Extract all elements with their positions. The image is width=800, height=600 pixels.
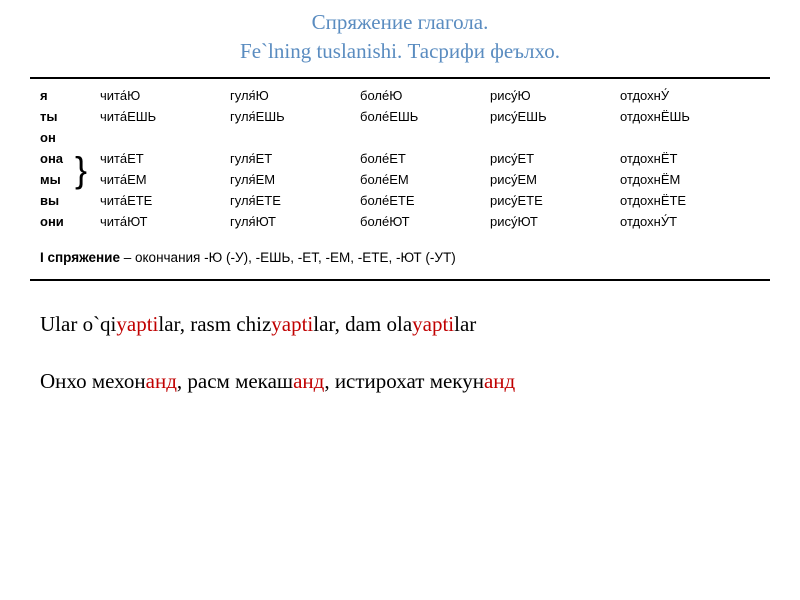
verb-cell: отдохнУ́ <box>620 88 750 103</box>
verb-cell: боле́ЮТ <box>360 214 490 229</box>
title-line-1: Спряжение глагола. <box>0 8 800 37</box>
table-row: мы чита́ЕМ гуля́ЕМ боле́ЕМ рису́ЕМ отдох… <box>40 169 760 190</box>
ex-text: Ular o`qi <box>40 312 116 336</box>
ex-highlight: yapti <box>271 312 313 336</box>
pronoun-cell: они <box>40 214 100 229</box>
verb-cell: боле́Ю <box>360 88 490 103</box>
verb-cell: рису́ЕТ <box>490 151 620 166</box>
verb-cell: рису́Ю <box>490 88 620 103</box>
verb-cell: рису́ЕМ <box>490 172 620 187</box>
pronoun-cell: она <box>40 151 100 166</box>
example-uzbek: Ular o`qiyaptilar, rasm chizyaptilar, da… <box>40 311 760 338</box>
verb-cell: боле́ЕТЕ <box>360 193 490 208</box>
ex-highlight: анд <box>293 369 324 393</box>
verb-cell: чита́ЮТ <box>100 214 230 229</box>
verb-cell: отдохнЁТЕ <box>620 193 750 208</box>
rule-label: I спряжение <box>40 250 120 265</box>
pronoun-cell: вы <box>40 193 100 208</box>
table-row: ты чита́ЕШЬ гуля́ЕШЬ боле́ЕШЬ рису́ЕШЬ о… <box>40 106 760 127</box>
verb-cell: рису́ЕШЬ <box>490 109 620 124</box>
pronoun-cell: ты <box>40 109 100 124</box>
ex-highlight: yapti <box>116 312 158 336</box>
verb-cell: гуля́ЕТЕ <box>230 193 360 208</box>
table-row: они чита́ЮТ гуля́ЮТ боле́ЮТ рису́ЮТ отдо… <box>40 211 760 232</box>
verb-cell: чита́ЕШЬ <box>100 109 230 124</box>
table-row: она чита́ЕТ гуля́ЕТ боле́ЕТ рису́ЕТ отдо… <box>40 148 760 169</box>
verb-cell: рису́ЮТ <box>490 214 620 229</box>
verb-cell: чита́ЕМ <box>100 172 230 187</box>
verb-cell: отдохнЁШЬ <box>620 109 750 124</box>
ex-text: lar, rasm chiz <box>158 312 271 336</box>
pronoun-cell: мы <box>40 172 100 187</box>
ex-text: lar <box>454 312 476 336</box>
verb-cell: отдохнЁТ <box>620 151 750 166</box>
pronoun-cell: он <box>40 130 100 145</box>
verb-cell: рису́ЕТЕ <box>490 193 620 208</box>
title-line-2: Fe`lning tuslanishi. Тасрифи феълхо. <box>0 37 800 66</box>
brace-icon: } <box>75 159 87 181</box>
ex-text: lar, dam ola <box>313 312 412 336</box>
ex-highlight: анд <box>484 369 515 393</box>
examples: Ular o`qiyaptilar, rasm chizyaptilar, da… <box>40 311 760 396</box>
divider-bottom <box>30 279 770 281</box>
conjugation-table: я чита́Ю гуля́Ю боле́Ю рису́Ю отдохнУ́ т… <box>40 85 760 232</box>
verb-cell: чита́ЕТЕ <box>100 193 230 208</box>
ex-text: Онхо мехон <box>40 369 146 393</box>
verb-cell: боле́ЕШЬ <box>360 109 490 124</box>
verb-cell: гуля́Ю <box>230 88 360 103</box>
conjugation-rule: I спряжение – окончания -Ю (-У), -ЕШЬ, -… <box>40 250 760 265</box>
verb-cell: боле́ЕМ <box>360 172 490 187</box>
divider-top <box>30 77 770 79</box>
ex-highlight: yapti <box>412 312 454 336</box>
header: Спряжение глагола. Fe`lning tuslanishi. … <box>0 0 800 67</box>
table-row: вы чита́ЕТЕ гуля́ЕТЕ боле́ЕТЕ рису́ЕТЕ о… <box>40 190 760 211</box>
verb-cell: чита́ЕТ <box>100 151 230 166</box>
ex-highlight: анд <box>146 369 177 393</box>
table-row: он <box>40 127 760 148</box>
verb-cell: гуля́ЮТ <box>230 214 360 229</box>
verb-cell: отдохнЁМ <box>620 172 750 187</box>
table-row: я чита́Ю гуля́Ю боле́Ю рису́Ю отдохнУ́ <box>40 85 760 106</box>
verb-cell: гуля́ЕМ <box>230 172 360 187</box>
rule-endings: – окончания -Ю (-У), -ЕШЬ, -ЕТ, -ЕМ, -ЕТ… <box>120 250 456 265</box>
verb-cell: чита́Ю <box>100 88 230 103</box>
ex-text: , истирохат мекун <box>324 369 484 393</box>
verb-cell: гуля́ЕТ <box>230 151 360 166</box>
verb-cell: боле́ЕТ <box>360 151 490 166</box>
pronoun-cell: я <box>40 88 100 103</box>
verb-cell: отдохнУ́Т <box>620 214 750 229</box>
example-tajik: Онхо мехонанд, расм мекашанд, истирохат … <box>40 368 760 395</box>
verb-cell: гуля́ЕШЬ <box>230 109 360 124</box>
ex-text: , расм мекаш <box>177 369 293 393</box>
